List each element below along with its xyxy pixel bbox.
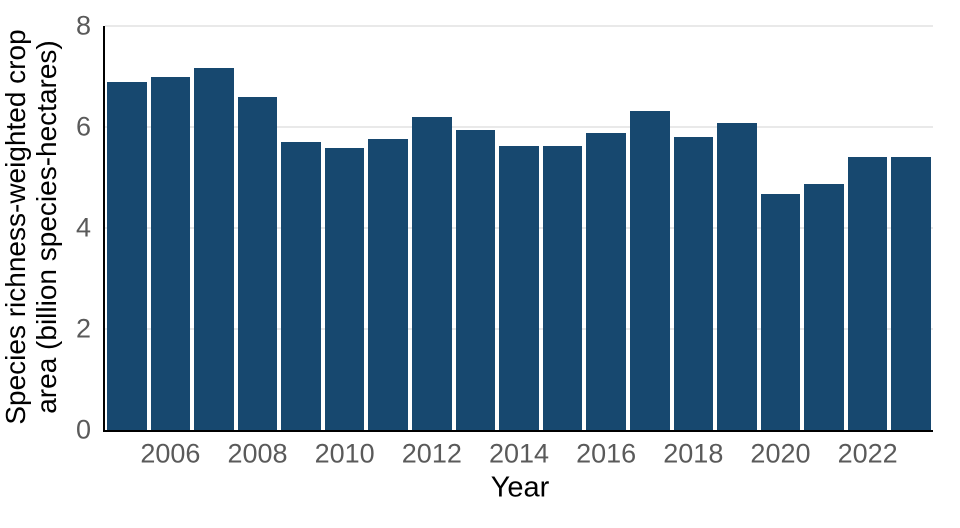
bar-2021: [804, 183, 844, 430]
plot-area: [103, 25, 933, 432]
y-tick-label-2: 2: [75, 313, 91, 344]
x-tick-label-2018: 2018: [663, 438, 724, 469]
bar-2015: [542, 145, 583, 430]
bar-2022: [847, 156, 888, 430]
gridline-y-8: [105, 25, 933, 27]
x-tick-label-2016: 2016: [576, 438, 637, 469]
y-tick-label-4: 4: [75, 212, 91, 243]
bar-2018: [673, 137, 714, 430]
y-tick-label-8: 8: [75, 10, 91, 41]
bar-2016: [586, 132, 626, 430]
bar-2008: [237, 97, 278, 430]
bar-2014: [499, 146, 539, 430]
bar-2007: [194, 67, 234, 430]
x-tick-label-2008: 2008: [227, 438, 288, 469]
x-tick-label-2022: 2022: [837, 438, 898, 469]
bar-2013: [455, 129, 496, 430]
x-tick-label-2010: 2010: [314, 438, 375, 469]
bar-2009: [281, 142, 321, 430]
y-axis-tick-labels: 0 2 4 6 8: [0, 12, 97, 443]
x-tick-label-2012: 2012: [401, 438, 462, 469]
bar-2012: [412, 116, 452, 430]
bar-2023: [891, 156, 931, 430]
bar-series: [105, 26, 933, 430]
bar-2010: [324, 148, 365, 430]
bar-2017: [629, 110, 670, 430]
bar-2020: [760, 193, 801, 430]
x-tick-label-2006: 2006: [140, 438, 201, 469]
bar-2011: [368, 139, 409, 430]
y-tick-label-6: 6: [75, 111, 91, 142]
gridline-y-6: [105, 126, 933, 128]
bar-2019: [717, 122, 757, 430]
x-tick-label-2014: 2014: [488, 438, 550, 469]
bar-2005: [107, 81, 147, 430]
x-axis-title: Year: [490, 471, 550, 504]
y-tick-label-0: 0: [75, 414, 91, 445]
bar-2006: [150, 76, 191, 430]
x-tick-label-2020: 2020: [750, 438, 811, 469]
